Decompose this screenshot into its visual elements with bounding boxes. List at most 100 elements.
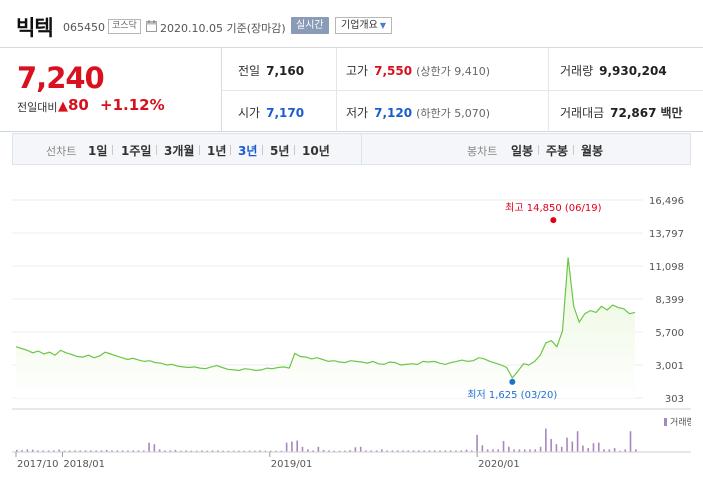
volume-bar (518, 449, 521, 452)
volume-bar (164, 450, 166, 452)
volume-bar (418, 450, 420, 452)
stock-header: 빅텍 065450 코스닥 2020.10.05 기준(장마감) 실시간 기업개… (0, 0, 703, 48)
company-overview-dropdown[interactable]: 기업개요 ▼ (335, 17, 392, 34)
volume-bar (121, 450, 124, 452)
volume-bar (370, 450, 373, 452)
y-tick-label: 16,496 (649, 196, 684, 207)
divider (294, 145, 295, 155)
volume-bar (137, 450, 140, 452)
volume-bar (248, 450, 251, 452)
candle-daily[interactable]: 일봉 (511, 144, 534, 158)
volume-bar (285, 442, 288, 452)
divider (230, 145, 231, 155)
toolbar-divider (361, 134, 362, 164)
volume-bar (259, 450, 261, 452)
candle-weekly[interactable]: 주봉 (546, 144, 569, 158)
volume-bar (47, 450, 50, 452)
volume-bar (158, 449, 161, 452)
realtime-button[interactable]: 실시간 (291, 17, 329, 34)
stock-code: 065450 (63, 21, 105, 34)
volume-bar (296, 440, 299, 452)
volume-bar (502, 441, 505, 452)
volume-bar (222, 450, 224, 452)
volume-bar (497, 449, 500, 452)
volume-bar (16, 449, 18, 452)
high-marker (550, 217, 557, 224)
volume-bar (608, 449, 611, 452)
volume-bar (402, 450, 404, 452)
volume-bar (613, 448, 616, 452)
volume-bar (21, 450, 23, 452)
volume-bar (132, 450, 134, 452)
volume-bar (227, 450, 230, 452)
line-chart-label: 선차트 (46, 145, 77, 158)
diff-value: ▲80 (58, 96, 89, 114)
volume-bar (254, 450, 256, 452)
volume-bar (582, 445, 584, 452)
volume-bar (534, 449, 537, 452)
volume-bar (306, 449, 309, 452)
volume-bar (624, 449, 627, 452)
period-5y[interactable]: 5년 (270, 144, 290, 158)
current-price: 7,240 (17, 61, 105, 95)
volume-bar (338, 450, 341, 452)
volume-bar (153, 444, 156, 452)
volume-bar (206, 450, 209, 452)
volume-bar (375, 450, 378, 452)
volume-legend-swatch (664, 418, 667, 426)
volume-bar (291, 441, 293, 452)
volume-bar (79, 450, 82, 452)
divider (156, 145, 157, 155)
chevron-down-icon: ▼ (379, 21, 386, 30)
stock-name: 빅텍 (16, 16, 54, 40)
volume-bar (211, 450, 214, 452)
y-tick-label: 3,001 (655, 361, 684, 372)
x-tick-label: 2017/10 (17, 459, 59, 470)
period-3m[interactable]: 3개월 (164, 144, 195, 158)
divider (112, 145, 113, 155)
candle-monthly[interactable]: 월봉 (581, 144, 604, 158)
period-1w[interactable]: 1주일 (121, 144, 152, 158)
diff-percent: +1.12% (100, 96, 165, 114)
volume-bar (148, 442, 150, 452)
high-annotation: 최고 14,850 (06/19) (505, 202, 601, 214)
volume-bar (486, 449, 489, 452)
volume-bar (386, 450, 388, 452)
volume-bar (63, 450, 66, 452)
volume-bar (407, 450, 410, 452)
volume-bar (217, 450, 219, 452)
volume-bar (349, 450, 351, 452)
period-10y[interactable]: 10년 (302, 144, 330, 158)
period-3y[interactable]: 3년 (238, 144, 258, 158)
period-1d[interactable]: 1일 (88, 144, 108, 158)
volume-bar (523, 449, 526, 452)
period-1y[interactable]: 1년 (207, 144, 227, 158)
company-overview-label: 기업개요 (341, 20, 378, 31)
volume-bar (322, 449, 325, 452)
y-tick-label: 13,797 (649, 229, 684, 240)
volume-bar (74, 450, 76, 452)
volume-bar (619, 450, 621, 452)
price-line (15, 257, 636, 379)
volume-bar (354, 447, 357, 452)
y-tick-label: 303 (665, 394, 684, 405)
volume-bar (381, 449, 383, 452)
volume-bar (53, 450, 55, 452)
current-price-box: 7,240 전일대비 ▲80 +1.12% (0, 48, 222, 132)
chart-period-toolbar: 선차트 1일 1주일 3개월 1년 3년 5년 10년 봉차트 일봉 주봉 월봉 (12, 133, 691, 165)
volume-bar (455, 450, 457, 452)
volume-bar (26, 449, 29, 452)
volume-bar (396, 450, 399, 452)
prev-close: 전일 7,160 (238, 64, 305, 78)
volume-bar (433, 450, 436, 452)
y-tick-label: 11,098 (649, 262, 684, 273)
volume-bar (481, 445, 484, 452)
volume-bar (566, 437, 568, 452)
volume-bar (560, 446, 563, 452)
volume-bar (508, 446, 510, 452)
divider (538, 145, 539, 155)
volume-bar (232, 450, 235, 452)
open-price: 시가 7,170 (238, 106, 305, 120)
divider (199, 145, 200, 155)
volume-bar (470, 450, 473, 452)
